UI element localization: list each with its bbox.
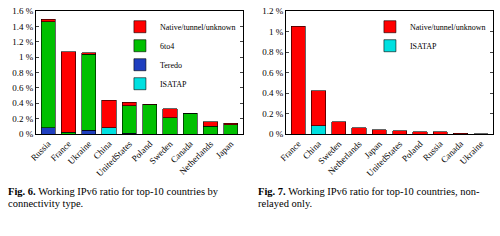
- svg-text:Poland: Poland: [400, 138, 425, 163]
- svg-text:0.2 %: 0.2 %: [12, 114, 34, 124]
- svg-text:0.4 %: 0.4 %: [12, 98, 34, 108]
- svg-text:Russia: Russia: [29, 139, 53, 163]
- svg-text:ISATAP: ISATAP: [160, 80, 187, 89]
- html-text:Fig. 6. Working IPv6 ratio for: Fig. 6. Working IPv6 ratio for top-10 co…: [8, 186, 219, 209]
- svg-text:Native/tunnel/unknown: Native/tunnel/unknown: [160, 23, 236, 32]
- svg-text:UnitedStates: UnitedStates: [94, 138, 134, 178]
- svg-text:0.8 %: 0.8 %: [262, 47, 284, 57]
- svg-text:1.2 %: 1.2 %: [262, 6, 284, 16]
- svg-text:ISATAP: ISATAP: [410, 42, 437, 51]
- svg-text:0.6 %: 0.6 %: [262, 68, 284, 78]
- svg-text:China: China: [301, 139, 323, 161]
- svg-text:France: France: [278, 139, 302, 163]
- svg-text:Canada: Canada: [169, 139, 195, 165]
- svg-text:Japan: Japan: [214, 138, 236, 160]
- svg-text:0.6 %: 0.6 %: [12, 83, 34, 93]
- svg-text:Native/tunnel/unknown: Native/tunnel/unknown: [410, 23, 486, 32]
- svg-text:1.2 %: 1.2 %: [12, 37, 34, 47]
- svg-text:Sweden: Sweden: [147, 138, 175, 166]
- svg-text:Ukraine: Ukraine: [66, 139, 94, 167]
- svg-text:Japan: Japan: [362, 138, 384, 160]
- svg-text:0.8 %: 0.8 %: [12, 68, 34, 78]
- svg-text:Netherlands: Netherlands: [326, 138, 364, 176]
- svg-text:UnitedStates: UnitedStates: [365, 138, 405, 178]
- svg-text:China: China: [91, 139, 113, 161]
- svg-text:Poland: Poland: [129, 138, 154, 163]
- svg-text:Teredo: Teredo: [160, 61, 182, 70]
- svg-text:1 %: 1 %: [19, 52, 34, 62]
- svg-text:France: France: [49, 139, 73, 163]
- svg-text:Canada: Canada: [439, 139, 465, 165]
- svg-text:0 %: 0 %: [269, 129, 284, 139]
- svg-text:6to4: 6to4: [160, 42, 174, 51]
- html-text:Fig. 7. Working IPv6 ratio for: Fig. 7. Working IPv6 ratio for top-10 co…: [258, 186, 480, 209]
- svg-text:1.6 %: 1.6 %: [12, 6, 34, 16]
- svg-text:Sweden: Sweden: [316, 138, 344, 166]
- svg-text:1 %: 1 %: [269, 27, 284, 37]
- svg-text:0.4 %: 0.4 %: [262, 88, 284, 98]
- svg-text:0.2 %: 0.2 %: [262, 109, 284, 119]
- svg-text:Ukraine: Ukraine: [458, 139, 486, 167]
- svg-text:1.4 %: 1.4 %: [12, 22, 34, 32]
- svg-text:Russia: Russia: [421, 139, 445, 163]
- svg-text:Netherlands: Netherlands: [177, 138, 215, 176]
- svg-text:0 %: 0 %: [19, 129, 34, 139]
